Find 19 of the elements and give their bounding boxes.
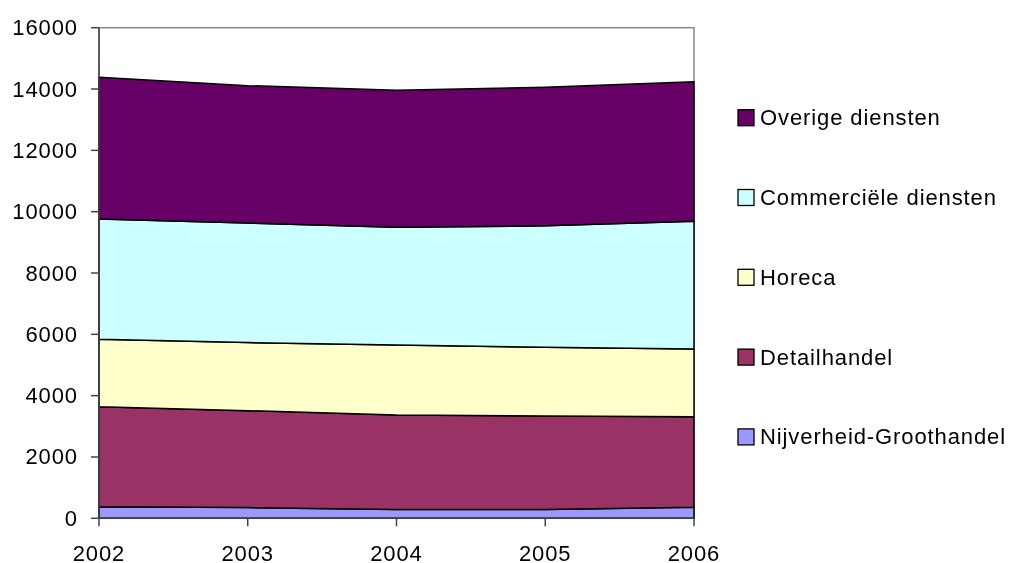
x-tick-label: 2003 (221, 540, 275, 563)
legend-label: Detailhandel (760, 344, 894, 370)
y-tick-label: 12000 (12, 137, 78, 163)
x-tick-label: 2004 (370, 540, 423, 563)
y-tick-label: 14000 (12, 76, 78, 102)
x-tick-label: 2002 (72, 540, 126, 563)
x-tick-label: 2005 (518, 540, 572, 563)
y-tick-label: 2000 (25, 444, 78, 470)
y-tick-label: 0 (64, 505, 78, 531)
y-tick-label: 8000 (25, 260, 78, 286)
y-tick-label: 4000 (25, 383, 78, 409)
legend-label: Nijverheid-Groothandel (760, 424, 1007, 450)
legend-label: Horeca (760, 264, 837, 290)
legend-label: Commerciële diensten (760, 185, 997, 210)
x-tick-label: 2006 (667, 540, 721, 563)
y-tick-label: 10000 (12, 199, 78, 225)
y-tick-label: 16000 (12, 15, 78, 41)
y-tick-label: 6000 (25, 321, 78, 347)
legend-label: Overige diensten (760, 105, 941, 131)
